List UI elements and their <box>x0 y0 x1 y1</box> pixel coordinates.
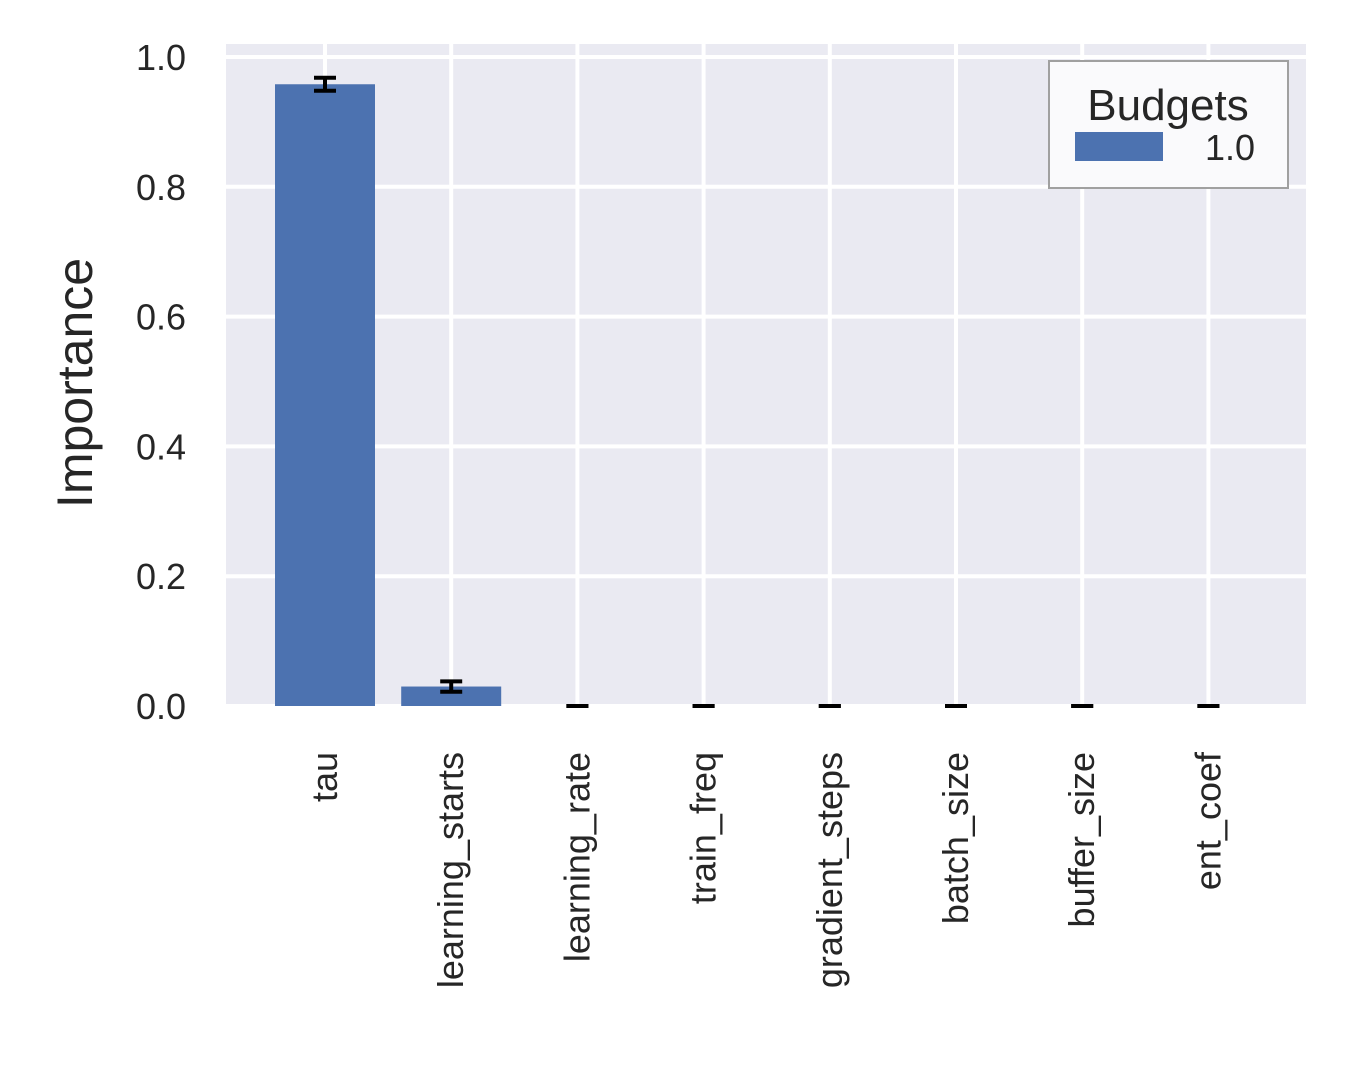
error-bars <box>314 75 1220 708</box>
y-tick-label: 0.4 <box>136 426 186 467</box>
x-tick-label: ent_coef <box>1187 751 1228 890</box>
bars <box>275 84 502 707</box>
x-tick-label: gradient_steps <box>809 752 850 988</box>
bar <box>401 686 502 706</box>
legend-box <box>1048 60 1289 189</box>
y-tick-label: 0.6 <box>136 297 186 338</box>
grid-lines <box>226 44 1306 708</box>
x-tick-label: buffer_size <box>1061 752 1102 927</box>
x-tick-labels: tau learning_starts learning_rate train_fre… <box>304 751 1228 988</box>
x-tick-label: learning_starts <box>430 752 471 988</box>
bar <box>275 84 375 707</box>
y-tick-label: 0.8 <box>136 167 186 208</box>
x-tick-label: batch_size <box>935 752 976 924</box>
x-tick-label: tau <box>304 752 345 802</box>
x-tick-label: learning_rate <box>556 752 597 962</box>
x-tick-label: train_freq <box>683 752 724 904</box>
legend: Budgets 1.0 <box>1048 60 1289 189</box>
y-tick-label: 1.0 <box>136 37 186 78</box>
y-tick-label: 0.2 <box>136 556 186 597</box>
y-tick-label: 0.0 <box>136 686 186 727</box>
legend-title: Budgets <box>1087 81 1248 130</box>
y-axis-label: Importance <box>47 258 103 508</box>
y-tick-labels: 0.0 0.2 0.4 0.6 0.8 1.0 <box>136 37 186 727</box>
legend-entry-label: 1.0 <box>1205 127 1255 168</box>
legend-swatch <box>1075 132 1163 161</box>
